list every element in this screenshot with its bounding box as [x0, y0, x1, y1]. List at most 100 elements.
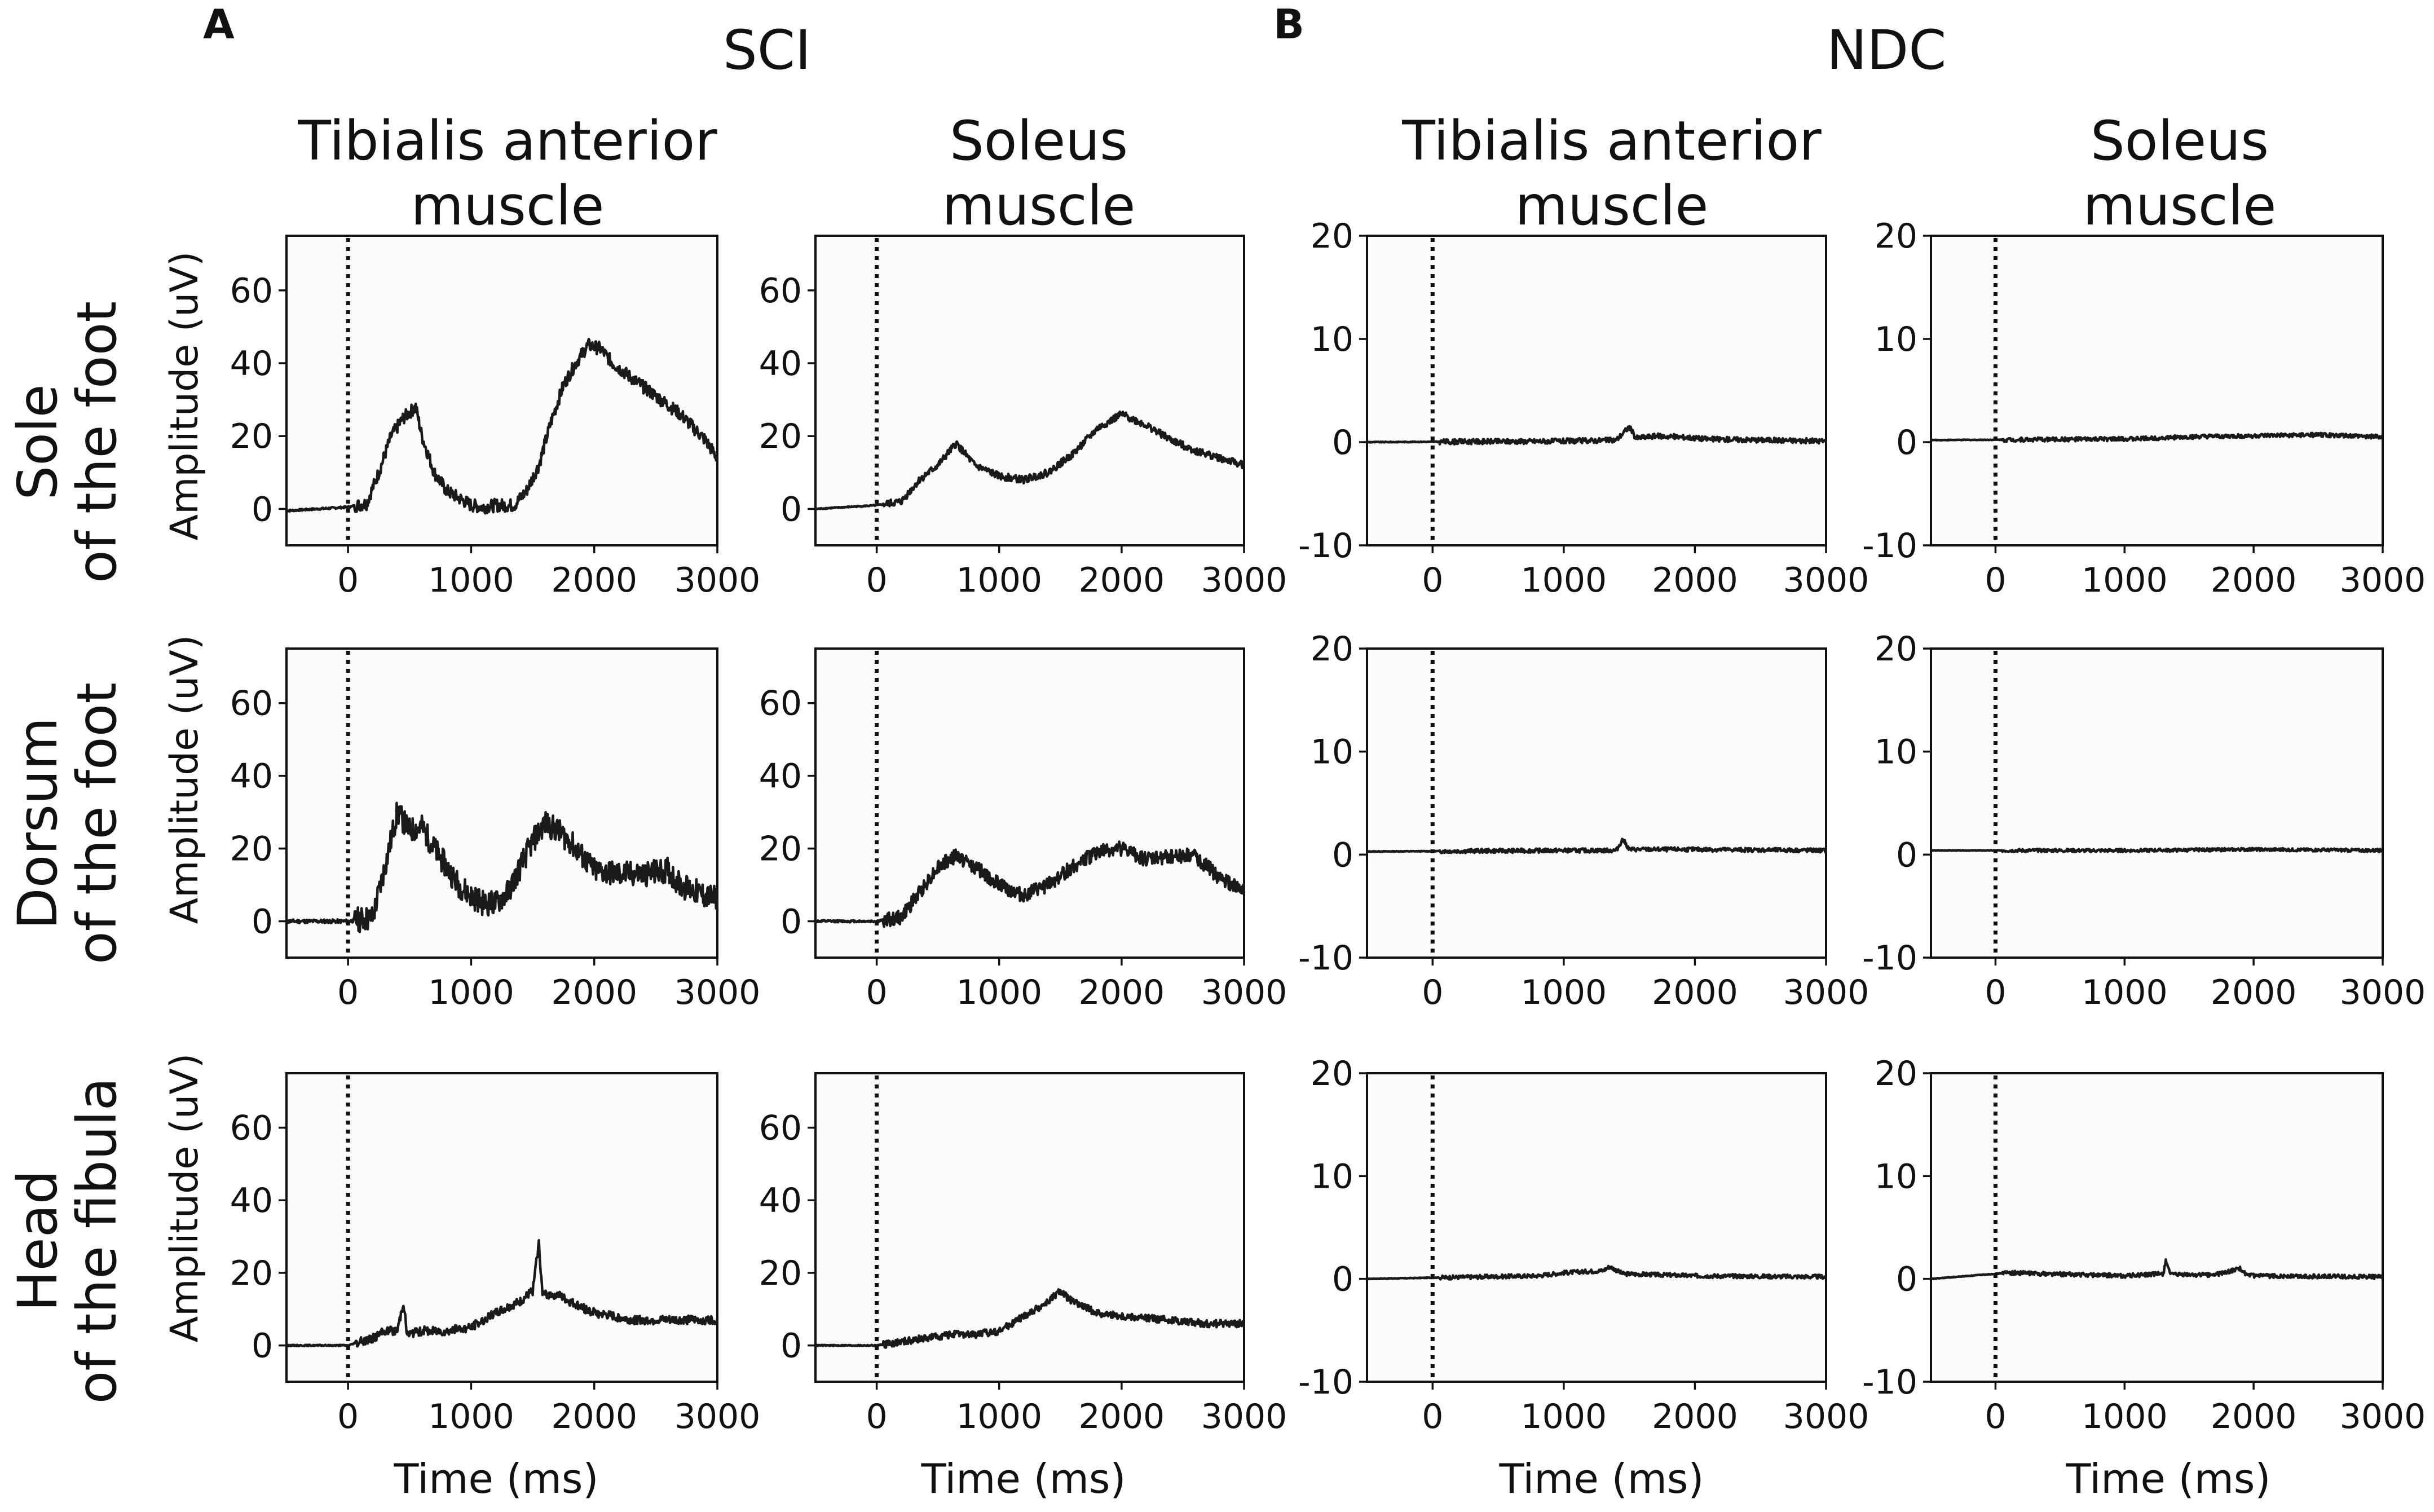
x-tick-label: 0	[866, 1397, 887, 1436]
y-tick-label: 40	[759, 1181, 802, 1220]
x-tick-label: 0	[337, 561, 359, 600]
x-tick-label: 0	[1422, 973, 1443, 1012]
chart-panel: 0 20 40 60 0 1000 2000 3000	[230, 235, 761, 600]
column-title-line1: Soleus	[2091, 109, 2269, 173]
x-tick-label: 3000	[1201, 561, 1287, 600]
y-axis-label: Amplitude (uV)	[162, 252, 207, 541]
y-tick-label: 0	[1332, 423, 1353, 462]
y-tick-label: 60	[759, 684, 802, 724]
chart-panel: 0 20 40 60 0 1000 2000 3000	[759, 647, 1287, 1012]
y-tick-label: 40	[230, 1181, 273, 1220]
group-title-sci: SCI	[723, 19, 811, 82]
y-tick-label: 60	[230, 271, 273, 311]
x-tick-label: 2000	[551, 973, 637, 1012]
y-tick-label: 20	[230, 417, 273, 456]
x-tick-label: 1000	[428, 561, 514, 600]
y-tick-label: 20	[1311, 629, 1353, 669]
plot-frame	[814, 1072, 1245, 1383]
emg-trace	[1930, 431, 2384, 443]
x-tick-label: 2000	[1079, 973, 1165, 1012]
plot-frame	[285, 647, 718, 959]
chart-panel: -10 0 10 20 0 1000 2000 3000	[1298, 1054, 1869, 1436]
x-tick-label: 1000	[1521, 561, 1607, 600]
x-tick-label: 3000	[1783, 1397, 1869, 1436]
row-title-line2: of the foot	[65, 682, 129, 964]
y-axis-label: Amplitude (uV)	[162, 1053, 207, 1343]
x-tick-label: 1000	[1521, 1397, 1607, 1436]
x-tick-label: 0	[337, 973, 359, 1012]
x-tick-label: 1000	[2082, 973, 2168, 1012]
x-tick-label: 0	[866, 973, 887, 1012]
plot-frame	[814, 235, 1245, 546]
column-title-ndc-tibialis: Tibialis anterior muscle	[1401, 109, 1822, 237]
emg-trace	[285, 337, 719, 515]
chart-panel: -10 0 10 20 0 1000 2000 3000	[1862, 217, 2426, 600]
row-title-line1: Head	[6, 1170, 69, 1311]
y-tick-label: 0	[781, 1326, 802, 1366]
chart-panel: -10 0 10 20 0 1000 2000 3000	[1298, 629, 1869, 1012]
plot-frame	[1366, 1072, 1827, 1383]
x-tick-label: 1000	[428, 1397, 514, 1436]
panel-letter-a: A	[203, 1, 235, 48]
x-tick-label: 3000	[2340, 1397, 2426, 1436]
x-axis-label: Time (ms)	[394, 1455, 599, 1502]
y-tick-label: 40	[759, 344, 802, 383]
emg-trace	[814, 840, 1246, 928]
y-tick-label: 10	[1311, 320, 1353, 359]
y-tick-label: 10	[1875, 1157, 1917, 1196]
y-tick-label: 40	[230, 344, 273, 383]
row-title-head: Head of the fibula	[6, 1078, 129, 1404]
x-tick-label: 3000	[674, 561, 761, 600]
x-tick-label: 2000	[1079, 561, 1165, 600]
x-tick-label: 2000	[1079, 1397, 1165, 1436]
y-tick-label: 20	[230, 1254, 273, 1293]
y-tick-label: 20	[759, 417, 802, 456]
column-title-line1: Tibialis anterior	[1401, 109, 1822, 173]
x-tick-label: 0	[866, 561, 887, 600]
y-tick-label: -10	[1298, 938, 1353, 978]
x-tick-label: 3000	[1201, 1397, 1287, 1436]
x-tick-label: 3000	[1783, 561, 1869, 600]
y-tick-label: 10	[1875, 320, 1917, 359]
y-tick-label: 0	[1896, 835, 1917, 875]
group-title-ndc: NDC	[1827, 19, 1947, 82]
column-title-line2: muscle	[942, 174, 1136, 237]
row-title-line2: of the foot	[65, 301, 129, 583]
plot-frame	[285, 1072, 718, 1383]
y-tick-label: 0	[1896, 1260, 1917, 1299]
x-tick-label: 2000	[1652, 973, 1738, 1012]
x-tick-label: 2000	[551, 561, 637, 600]
column-title-line2: muscle	[1515, 174, 1709, 237]
y-tick-label: 20	[1875, 217, 1917, 256]
column-title-line2: muscle	[411, 174, 605, 237]
x-tick-label: 0	[1985, 1397, 2006, 1436]
plot-frame	[1930, 235, 2384, 546]
y-tick-label: 0	[1896, 423, 1917, 462]
y-tick-label: 10	[1311, 733, 1353, 772]
x-tick-label: 3000	[2340, 973, 2426, 1012]
y-tick-label: 20	[1875, 1054, 1917, 1094]
plot-frame	[1930, 1072, 2384, 1383]
x-tick-label: 1000	[2082, 1397, 2168, 1436]
column-title-line1: Tibialis anterior	[297, 109, 717, 173]
y-tick-label: -10	[1862, 526, 1917, 566]
x-axis-label: Time (ms)	[2066, 1455, 2271, 1502]
row-title-dorsum: Dorsum of the foot	[6, 682, 129, 964]
row-title-sole: Sole of the foot	[6, 301, 129, 583]
emg-trace	[814, 1288, 1246, 1349]
chart-panel: 0 20 40 60 0 1000 2000 3000	[230, 647, 760, 1012]
x-tick-label: 1000	[2082, 561, 2168, 600]
x-tick-label: 2000	[2211, 973, 2297, 1012]
x-tick-label: 2000	[551, 1397, 637, 1436]
chart-panel: -10 0 10 20 0 1000 2000 3000	[1862, 1054, 2426, 1436]
column-title-sci-tibialis: Tibialis anterior muscle	[297, 109, 717, 237]
emg-trace	[1366, 1264, 1827, 1281]
x-tick-label: 0	[1422, 561, 1443, 600]
chart-panel: -10 0 10 20 0 1000 2000 3000	[1298, 217, 1869, 600]
y-tick-label: 60	[230, 1109, 273, 1148]
y-tick-label: 40	[759, 757, 802, 796]
y-tick-label: 0	[252, 1326, 273, 1366]
y-tick-label: 20	[759, 830, 802, 869]
